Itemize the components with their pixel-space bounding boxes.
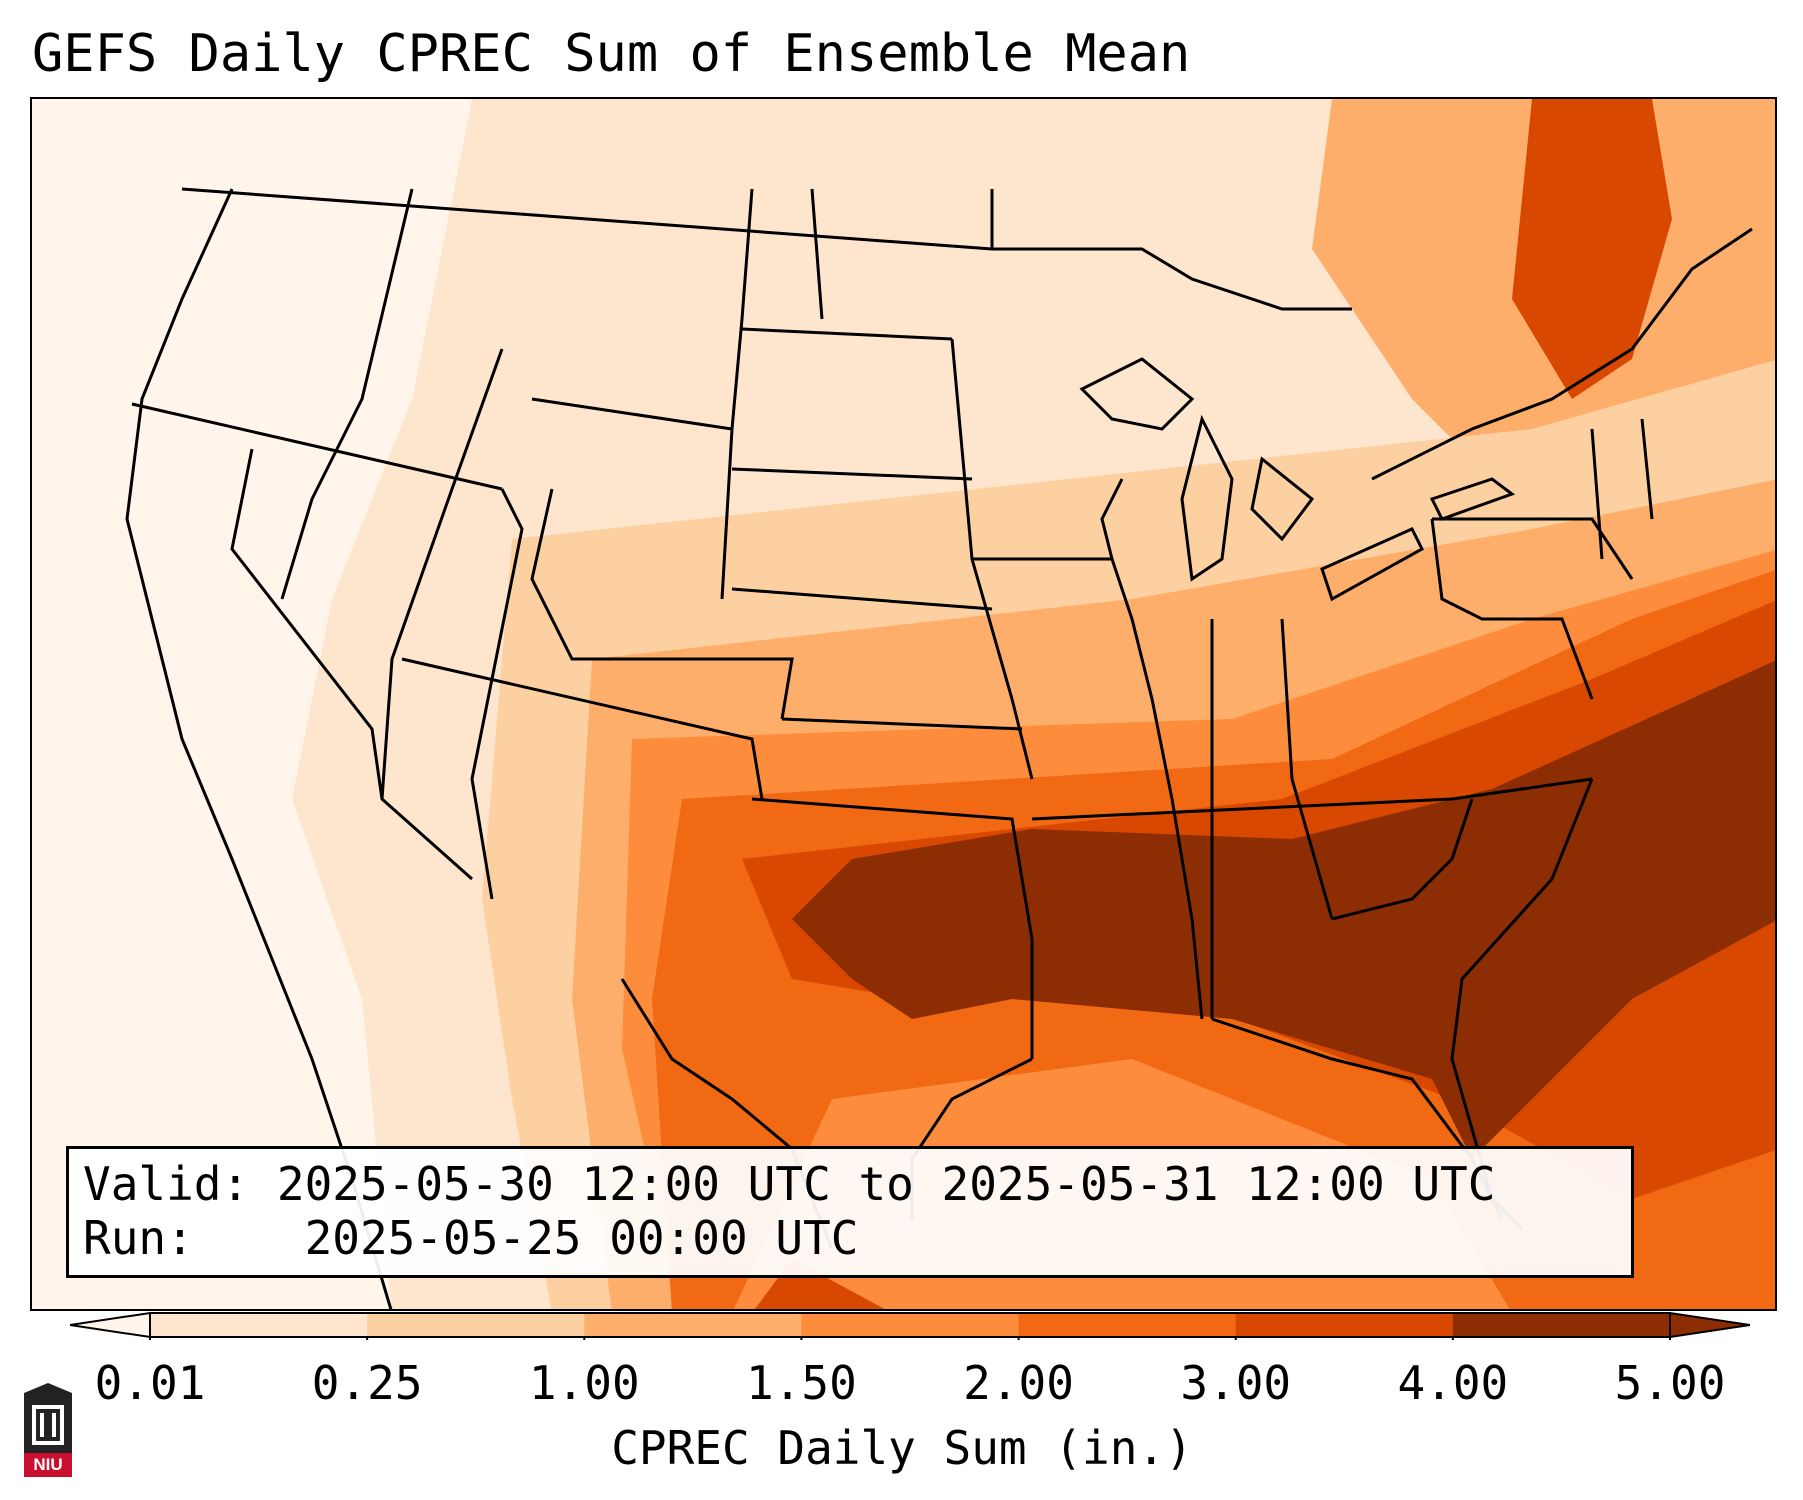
niu-logo-icon <box>24 1383 72 1477</box>
colorbar <box>70 1311 1750 1340</box>
colorbar-extend-max <box>1669 1311 1750 1339</box>
colorbar-extend-min <box>70 1311 151 1339</box>
run-time: 2025-05-25 00:00 UTC <box>304 1211 859 1265</box>
colorbar-tick-label: 1.00 <box>528 1356 640 1410</box>
colorbar-tick-label: 3.00 <box>1180 1356 1292 1410</box>
colorbar-segment <box>584 1313 802 1337</box>
valid-run-info-box: Valid: 2025-05-30 12:00 UTC to 2025-05-3… <box>66 1146 1634 1278</box>
colorbar-tick-label: 1.50 <box>746 1356 857 1410</box>
niu-logo: NIU <box>20 1383 76 1479</box>
valid-time: 2025-05-30 12:00 UTC to 2025-05-31 12:00… <box>276 1157 1496 1211</box>
niu-logo-text: NIU <box>33 1455 63 1474</box>
colorbar-segments <box>150 1313 1671 1337</box>
colorbar-tick-label: 0.25 <box>311 1356 423 1410</box>
valid-label: Valid: <box>83 1157 250 1211</box>
colorbar-segment <box>150 1313 368 1337</box>
colorbar-segment <box>1452 1313 1671 1337</box>
precip-band-darkest <box>792 660 1775 1159</box>
state-borders <box>125 187 1753 1309</box>
map-title: GEFS Daily CPREC Sum of Ensemble Mean <box>32 24 1191 84</box>
colorbar-segment <box>1235 1313 1454 1337</box>
colorbar-segment <box>367 1313 585 1337</box>
run-label: Run: <box>83 1211 194 1265</box>
colorbar-tick-label: 0.01 <box>94 1356 206 1410</box>
precip-band-northeast <box>1512 99 1672 399</box>
colorbar-outline <box>149 1312 1671 1338</box>
colorbar-tick-label: 4.00 <box>1397 1356 1509 1410</box>
colorbar-ticks <box>149 1337 1671 1340</box>
precip-shading <box>32 99 1775 1309</box>
colorbar-tick-label: 2.00 <box>963 1356 1074 1410</box>
colorbar-tick-label: 5.00 <box>1614 1356 1726 1410</box>
map-canvas <box>32 99 1775 1309</box>
colorbar-segment <box>801 1313 1020 1337</box>
colorbar-label: CPREC Daily Sum (in.) <box>611 1421 1193 1475</box>
lakes-outlines <box>1079 357 1516 602</box>
precipitation-map <box>30 97 1777 1311</box>
colorbar-segment <box>1018 1313 1237 1337</box>
